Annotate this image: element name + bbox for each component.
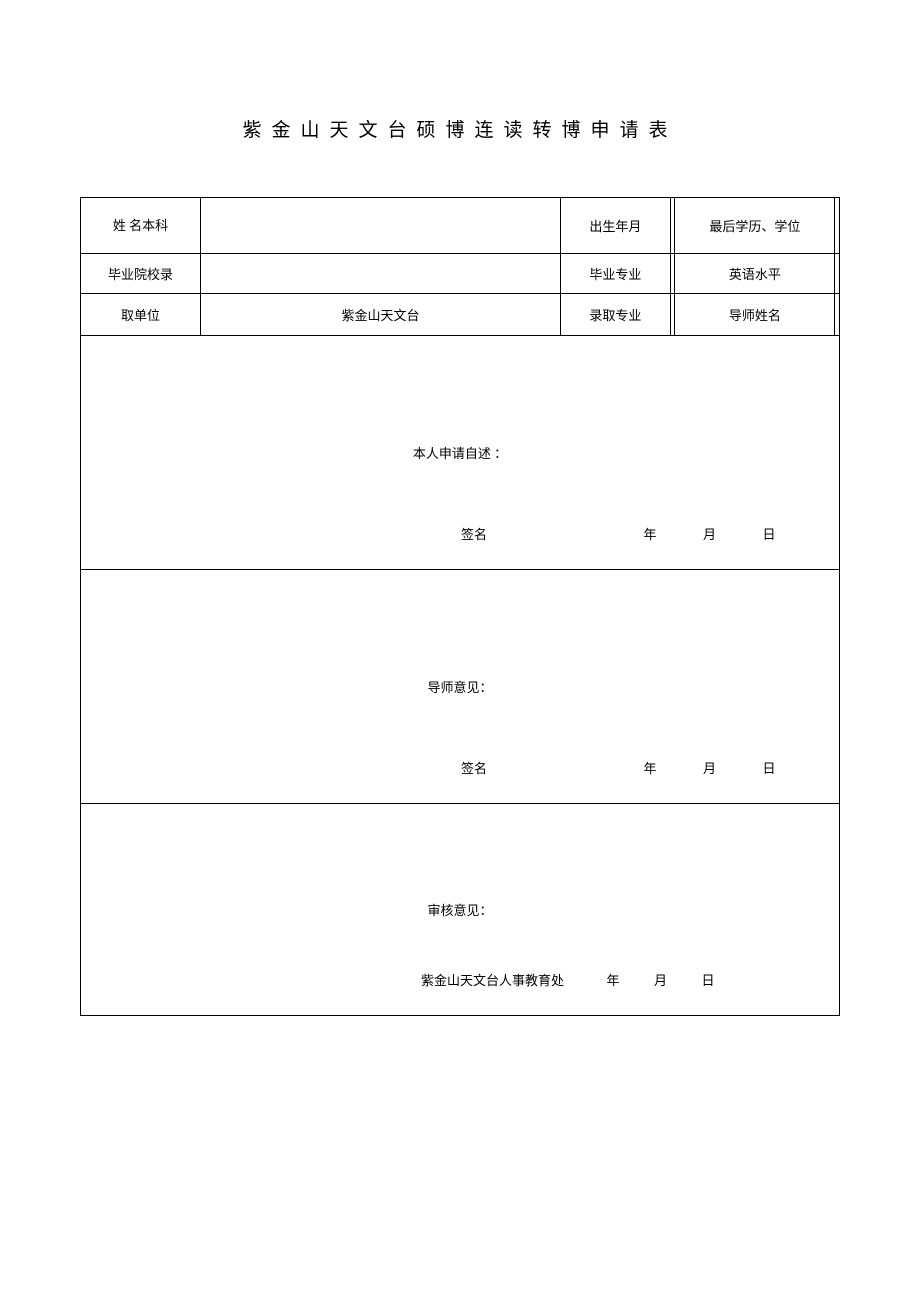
self-statement-signature-line: 签名 年 月 日 bbox=[81, 524, 839, 543]
year-label: 年 bbox=[607, 973, 620, 988]
signature-label: 签名 bbox=[461, 761, 487, 776]
month-label: 月 bbox=[703, 761, 716, 776]
school-label-cell: 毕业院校录 bbox=[81, 254, 201, 294]
month-label: 月 bbox=[703, 527, 716, 542]
day-label: 日 bbox=[702, 973, 715, 988]
english-value-cell[interactable] bbox=[835, 254, 840, 294]
name-label-cell: 姓 名本科 bbox=[81, 198, 201, 254]
review-opinion-cell[interactable]: 审核意见： 紫金山天文台人事教育处 年 月 日 bbox=[81, 804, 840, 1016]
birth-label-cell: 出生年月 bbox=[560, 198, 670, 254]
advisor-signature-line: 签名 年 月 日 bbox=[81, 758, 839, 777]
form-title: 紫金山天文台硕博连读转博申请表 bbox=[80, 115, 840, 142]
hr-dept-label: 紫金山天文台人事教育处 bbox=[421, 973, 564, 988]
header-row-1: 姓 名本科 出生年月 最后学历、学位 bbox=[81, 198, 840, 254]
year-label: 年 bbox=[644, 761, 657, 776]
hr-dept-line: 紫金山天文台人事教育处 年 月 日 bbox=[81, 970, 839, 989]
day-label: 日 bbox=[763, 761, 776, 776]
header-row-2: 毕业院校录 毕业专业 英语水平 bbox=[81, 254, 840, 294]
signature-label: 签名 bbox=[461, 527, 487, 542]
major-label-cell: 毕业专业 bbox=[560, 254, 670, 294]
form-page: 紫金山天文台硕博连读转博申请表 姓 名本科 出生年月 最后学历、学位 毕业院校录… bbox=[0, 0, 920, 1016]
advisor-opinion-title: 导师意见： bbox=[427, 680, 492, 695]
unit-value-cell: 紫金山天文台 bbox=[201, 294, 561, 336]
edu-label-cell: 最后学历、学位 bbox=[675, 198, 835, 254]
edu-value-cell[interactable] bbox=[835, 198, 840, 254]
self-statement-cell[interactable]: 本人申请自述 ： 签名 年 月 日 bbox=[81, 336, 840, 570]
advisor-value-cell[interactable] bbox=[835, 294, 840, 336]
application-form-table: 姓 名本科 出生年月 最后学历、学位 毕业院校录 毕业专业 英语水平 取单位 紫… bbox=[80, 197, 840, 1016]
day-label: 日 bbox=[763, 527, 776, 542]
advisor-label-cell: 导师姓名 bbox=[675, 294, 835, 336]
name-value-cell[interactable] bbox=[201, 198, 561, 254]
review-opinion-row: 审核意见： 紫金山天文台人事教育处 年 月 日 bbox=[81, 804, 840, 1016]
school-value-cell[interactable] bbox=[201, 254, 561, 294]
self-statement-row: 本人申请自述 ： 签名 年 月 日 bbox=[81, 336, 840, 570]
self-statement-title: 本人申请自述 ： bbox=[413, 446, 507, 461]
year-label: 年 bbox=[644, 527, 657, 542]
advisor-opinion-row: 导师意见： 签名 年 月 日 bbox=[81, 570, 840, 804]
admit-label-cell: 录取专业 bbox=[560, 294, 670, 336]
header-row-3: 取单位 紫金山天文台 录取专业 导师姓名 bbox=[81, 294, 840, 336]
english-label-cell: 英语水平 bbox=[675, 254, 835, 294]
advisor-opinion-cell[interactable]: 导师意见： 签名 年 月 日 bbox=[81, 570, 840, 804]
month-label: 月 bbox=[654, 973, 667, 988]
unit-label-cell: 取单位 bbox=[81, 294, 201, 336]
review-opinion-title: 审核意见： bbox=[427, 903, 492, 918]
